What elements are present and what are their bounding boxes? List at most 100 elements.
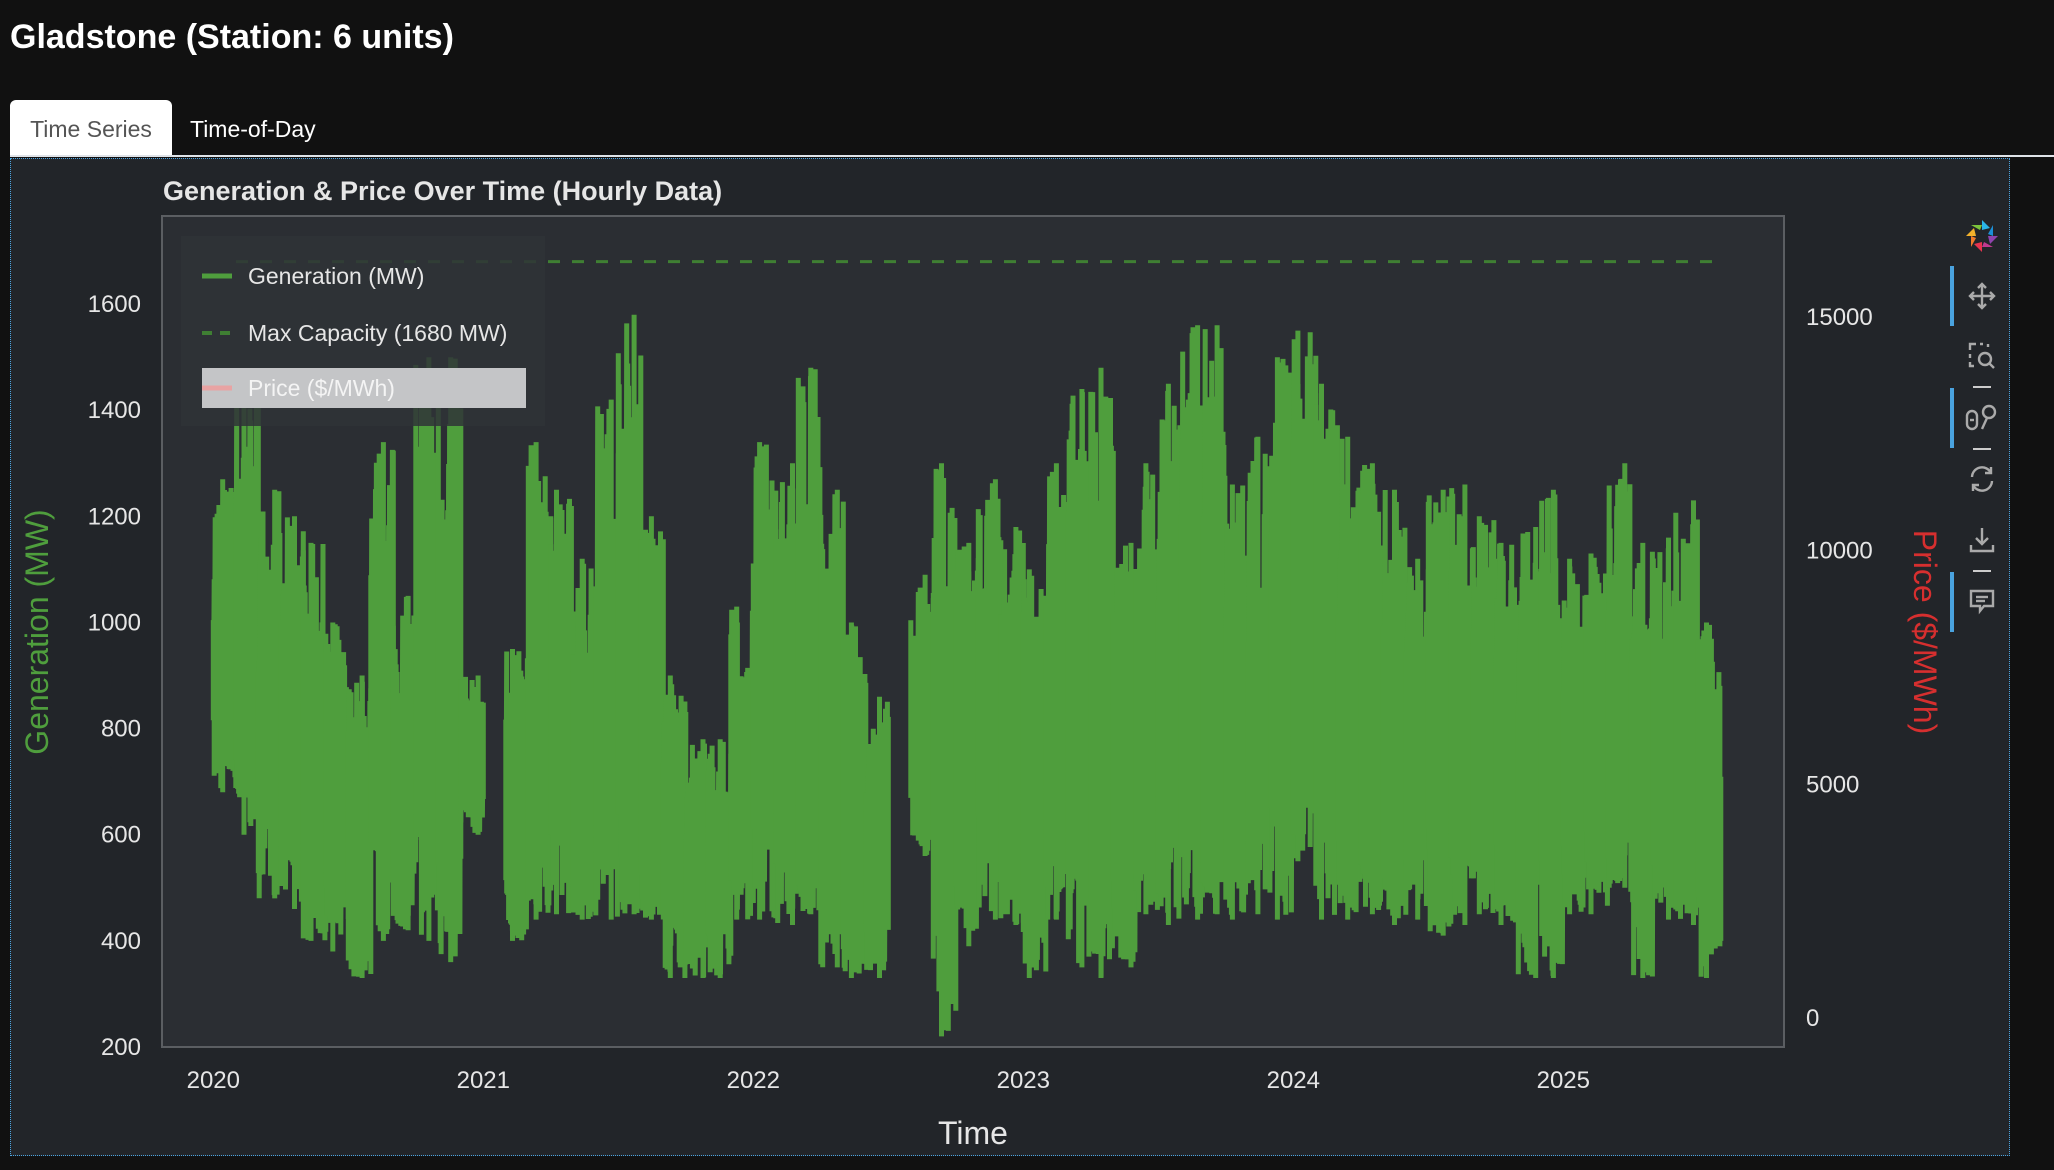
generation-month-trace xyxy=(795,367,824,915)
y-axis-right-label: Price ($/MWh) xyxy=(1907,530,1943,734)
generation-month-trace xyxy=(1380,489,1409,925)
toolbar-separator xyxy=(1973,570,1991,572)
generation-month-trace xyxy=(1110,542,1139,968)
generation-month-trace xyxy=(728,606,756,920)
tab-bar: Time Series Time-of-Day xyxy=(10,100,334,156)
generation-month-trace xyxy=(1605,463,1634,888)
generation-month-trace xyxy=(1673,500,1701,925)
y-right-tick-label: 5000 xyxy=(1806,771,1859,798)
generation-month-trace xyxy=(1268,357,1296,920)
generation-month-trace xyxy=(1650,537,1679,920)
box-zoom-icon[interactable] xyxy=(1964,338,2000,374)
legend-price-muted-highlight xyxy=(202,368,526,408)
x-tick-label: 2022 xyxy=(727,1067,780,1094)
toolbar-separator xyxy=(1973,386,1991,388)
generation-month-trace xyxy=(1313,383,1341,920)
generation-month-trace xyxy=(1223,484,1251,920)
generation-month-trace xyxy=(908,574,936,856)
x-tick-label: 2021 xyxy=(457,1067,510,1094)
generation-month-trace xyxy=(1065,389,1094,968)
y-axis-left: 200 400 600 800 1000 1200 1400 1600 xyxy=(88,291,141,1061)
x-tick-label: 2023 xyxy=(997,1067,1050,1094)
generation-month-trace xyxy=(1178,325,1206,920)
legend-item-price[interactable]: Price ($/MWh) xyxy=(202,368,526,408)
generation-month-trace xyxy=(525,442,554,920)
generation-month-trace xyxy=(458,675,486,835)
generation-month-trace xyxy=(1695,622,1724,978)
x-tick-label: 2020 xyxy=(187,1067,240,1094)
y-tick-label: 1000 xyxy=(88,609,141,636)
generation-month-trace xyxy=(210,479,239,793)
legend-item-generation[interactable]: Generation (MW) xyxy=(202,263,424,289)
generation-month-trace xyxy=(1358,463,1386,915)
tab-time-of-day[interactable]: Time-of-Day xyxy=(190,116,316,142)
generation-month-trace xyxy=(345,675,374,978)
generation-month-trace xyxy=(570,558,599,920)
generation-month-trace xyxy=(1200,325,1229,915)
y-tick-label: 1400 xyxy=(88,397,141,424)
generation-month-trace xyxy=(278,516,306,909)
pan-icon[interactable] xyxy=(1964,278,2000,314)
y-right-tick-label: 15000 xyxy=(1806,304,1873,331)
generation-month-trace xyxy=(300,542,329,941)
generation-month-trace xyxy=(1583,553,1611,915)
generation-month-trace xyxy=(368,442,396,941)
wheel-zoom-active-indicator xyxy=(1950,388,1954,448)
y-tick-label: 600 xyxy=(101,822,141,849)
y-right-tick-label: 10000 xyxy=(1806,538,1873,565)
generation-month-trace xyxy=(1290,330,1319,862)
hover-active-indicator xyxy=(1950,572,1954,632)
generation-month-trace xyxy=(1470,516,1499,915)
generation-month-trace xyxy=(998,527,1026,925)
generation-month-trace xyxy=(1538,489,1566,978)
generation-month-trace xyxy=(1245,436,1274,915)
y-tick-label: 200 xyxy=(101,1034,141,1061)
x-axis: 2020 2021 2022 2023 2024 2025 xyxy=(187,1067,1590,1094)
generation-month-trace xyxy=(1155,383,1184,925)
generation-month-trace xyxy=(593,399,621,920)
legend: Generation (MW) Max Capacity (1680 MW) P… xyxy=(181,236,545,426)
generation-month-trace xyxy=(1088,367,1116,978)
tab-time-series[interactable]: Time Series xyxy=(10,100,172,156)
generation-month-trace xyxy=(953,542,981,947)
wheel-zoom-icon[interactable] xyxy=(1964,400,2000,436)
generation-month-trace xyxy=(548,489,576,915)
y-axis-right: 0 5000 10000 15000 xyxy=(1806,304,1873,1032)
reset-icon[interactable] xyxy=(1964,461,2000,497)
generation-series xyxy=(210,314,1724,1037)
generation-month-trace xyxy=(233,383,261,835)
generation-month-trace xyxy=(1515,527,1544,978)
generation-month-trace xyxy=(1628,542,1656,978)
generation-month-trace xyxy=(975,479,1004,920)
generation-month-trace xyxy=(413,357,441,941)
y-tick-label: 400 xyxy=(101,928,141,955)
save-icon[interactable] xyxy=(1964,522,2000,558)
generation-month-trace xyxy=(1560,558,1589,915)
y-tick-label: 800 xyxy=(101,716,141,743)
generation-month-trace xyxy=(1020,569,1049,978)
bokeh-logo-icon[interactable] xyxy=(1964,218,2000,254)
x-tick-label: 2024 xyxy=(1267,1067,1320,1094)
generation-month-trace xyxy=(1335,436,1364,920)
chart-title: Generation & Price Over Time (Hourly Dat… xyxy=(163,176,722,206)
generation-month-trace xyxy=(1043,463,1071,920)
generation-month-trace xyxy=(1448,484,1476,925)
generation-month-trace xyxy=(323,622,351,952)
legend-label-price: Price ($/MWh) xyxy=(248,375,395,401)
y-tick-label: 1200 xyxy=(88,503,141,530)
legend-item-max-capacity[interactable]: Max Capacity (1680 MW) xyxy=(202,320,507,346)
legend-label-generation: Generation (MW) xyxy=(248,263,424,289)
generation-month-trace xyxy=(638,516,666,920)
generation-month-trace xyxy=(390,595,419,931)
generation-month-trace xyxy=(1403,558,1431,920)
legend-label-max-capacity: Max Capacity (1680 MW) xyxy=(248,320,507,346)
generation-month-trace xyxy=(863,696,891,978)
page-title: Gladstone (Station: 6 units) xyxy=(10,18,454,56)
generation-month-trace xyxy=(840,622,869,978)
generation-month-trace xyxy=(1493,542,1521,925)
generation-month-trace xyxy=(773,463,801,925)
generation-month-trace xyxy=(435,357,464,963)
hover-icon[interactable] xyxy=(1964,583,2000,619)
generation-month-trace xyxy=(660,675,689,979)
